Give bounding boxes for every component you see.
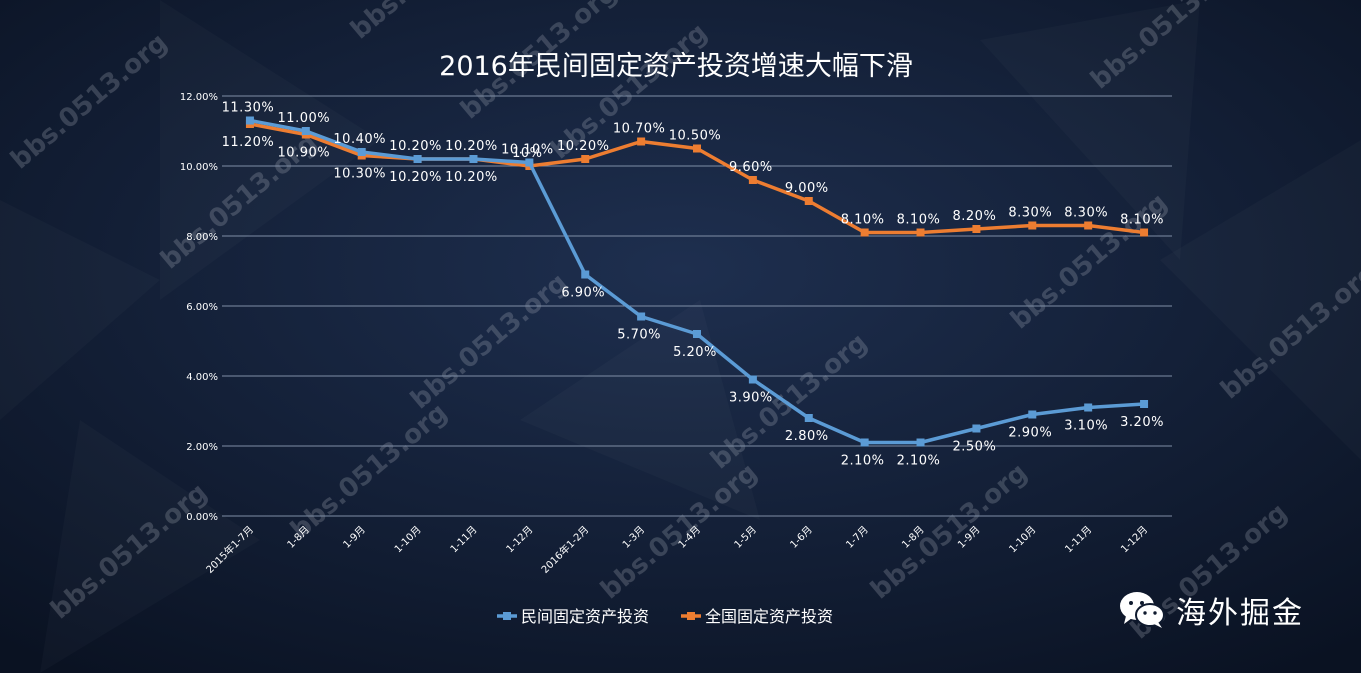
data-point (1140, 400, 1149, 408)
y-tick-label: 12.00% (180, 92, 218, 103)
data-label: 10.90% (278, 146, 331, 161)
data-label: 10.70% (613, 122, 666, 137)
data-point (301, 127, 310, 135)
data-label: 9.00% (785, 181, 829, 196)
data-point (1084, 403, 1093, 412)
data-labels: 11.30%11.00%10.40% 10.20% 10.20% 10.10%6.90… (222, 101, 1164, 469)
data-label: 10.30% (333, 167, 386, 182)
data-point (916, 228, 925, 237)
y-tick-label: 4.00% (186, 372, 218, 383)
y-tick-label: 0.00% (186, 512, 218, 523)
data-label: 10.40% (333, 132, 386, 147)
data-point (637, 137, 646, 146)
data-label: 6.90% (561, 286, 605, 301)
legend-item-private: 民间固定资产投资 (497, 607, 649, 626)
data-label: 10.20% (445, 139, 498, 154)
y-tick-label: 8.00% (186, 232, 218, 243)
data-point (1028, 410, 1037, 419)
data-label: 10.20% (389, 170, 442, 185)
wechat-brand: 海外掘金 (1118, 588, 1304, 632)
data-label: 11.30% (222, 101, 275, 116)
grid-lines (222, 95, 1172, 517)
data-point (748, 375, 757, 384)
data-label: 3.10% (1064, 419, 1108, 434)
data-label: 5.70% (617, 328, 661, 343)
data-label: 10.20% (445, 170, 498, 185)
data-label: 8.20% (953, 209, 997, 224)
data-label: 3.20% (1120, 415, 1164, 430)
data-label: 3.90% (729, 391, 773, 406)
data-point (525, 158, 534, 167)
data-point (748, 176, 757, 184)
data-point (972, 225, 981, 233)
data-label: 10% (512, 146, 542, 161)
data-point (413, 155, 422, 163)
data-label: 10.10% (501, 143, 554, 158)
legend-swatch-marker (687, 612, 695, 620)
data-point (357, 148, 366, 156)
data-label: 8.10% (1120, 213, 1164, 228)
legend-label: 全国固定资产投资 (705, 607, 833, 626)
y-tick-label: 10.00% (180, 162, 218, 173)
data-point (972, 424, 981, 433)
data-point (804, 197, 813, 205)
data-point (693, 330, 701, 338)
data-point (1140, 228, 1149, 237)
data-label: 11.20% (222, 135, 275, 150)
legend-item-national: 全国固定资产投资 (681, 607, 833, 626)
data-label: 11.00% (278, 111, 331, 126)
data-point (693, 144, 701, 153)
legend: 民间固定资产投资 全国固定资产投资 (497, 607, 833, 626)
data-label: 2.80% (785, 429, 829, 444)
series-private-investment (245, 116, 1149, 447)
data-label: 8.30% (1008, 206, 1052, 221)
data-point (860, 438, 869, 447)
brand-text: 海外掘金 (1176, 596, 1304, 631)
data-label: 8.10% (841, 213, 885, 228)
data-label: 9.60% (729, 160, 773, 175)
data-label: 2.90% (1008, 426, 1052, 441)
legend-label: 民间固定资产投资 (521, 607, 649, 626)
legend-swatch-marker (503, 612, 511, 620)
data-point (860, 228, 869, 237)
wechat-icon (1120, 592, 1165, 628)
data-point (469, 155, 478, 163)
y-axis-ticks: 0.00% 2.00% 4.00% 6.00% 8.00% 10.00% 12.00% (180, 92, 218, 523)
data-point (916, 438, 925, 447)
data-label: 8.10% (897, 213, 941, 228)
data-label: 8.30% (1064, 206, 1108, 221)
data-label: 5.20% (673, 345, 717, 360)
data-point (637, 312, 646, 321)
data-label: 10.50% (669, 129, 722, 144)
data-label: 2.10% (897, 454, 941, 469)
data-point (581, 270, 590, 279)
y-tick-label: 2.00% (186, 442, 218, 453)
chart-title: 2016年民间固定资产投资增速大幅下滑 (439, 51, 913, 82)
data-label: 10.20% (557, 139, 610, 154)
data-point (581, 155, 590, 163)
series-layer (245, 116, 1149, 447)
data-label: 2.50% (953, 440, 997, 455)
data-label: 10.20% (389, 139, 442, 154)
data-point (1084, 221, 1093, 230)
data-point (804, 414, 813, 422)
data-point (1028, 221, 1037, 230)
data-label: 2.10% (841, 454, 885, 469)
y-tick-label: 6.00% (186, 302, 218, 313)
data-point (245, 116, 254, 125)
